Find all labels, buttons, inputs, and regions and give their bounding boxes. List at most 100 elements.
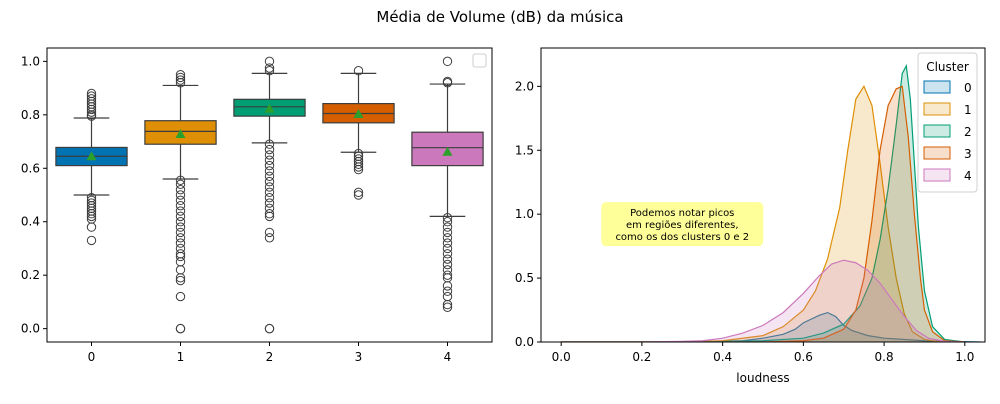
outlier-point: [442, 302, 453, 312]
x-tick-label: 0.2: [632, 350, 651, 364]
outlier-point: [442, 243, 453, 254]
outlier-point: [264, 192, 275, 203]
outlier-point: [442, 299, 453, 310]
legend-title: Cluster: [926, 60, 969, 74]
outlier-point: [353, 162, 364, 172]
kde-curves: [561, 63, 981, 342]
outlier-point: [264, 233, 275, 243]
outlier-point: [442, 286, 453, 296]
y-tick-label: 0.0: [515, 335, 534, 349]
empty-legend: [472, 53, 487, 68]
legend-item-cluster-2: 2: [923, 124, 972, 139]
legend-swatch: [923, 102, 951, 116]
kde-line-cluster-0: [561, 311, 981, 342]
legend-label: 4: [964, 169, 972, 183]
outlier-point: [442, 259, 453, 270]
outlier-point: [442, 238, 453, 248]
mean-marker: [353, 109, 364, 119]
outlier-point: [264, 171, 275, 181]
y-tick-label: 0.8: [21, 108, 40, 122]
outlier-point: [264, 56, 275, 67]
annotation-line: Podemos notar picos: [630, 208, 734, 219]
legend-label: 3: [964, 147, 972, 161]
annotation-box: [601, 202, 764, 247]
outlier-point: [175, 206, 186, 216]
legend-swatch: [923, 80, 951, 94]
outlier-point: [175, 217, 186, 227]
x-tick-label: 1: [177, 350, 185, 364]
y-tick-label: 2.0: [515, 79, 534, 93]
y-tick-label: 0.2: [21, 268, 40, 282]
mean-marker: [264, 103, 275, 113]
outlier-point: [175, 175, 186, 186]
legend: Cluster 0 1 2 3 4: [917, 52, 978, 193]
legend-label: 1: [964, 103, 972, 117]
y-tick-label: 0.6: [21, 161, 40, 175]
outlier-point: [175, 190, 186, 200]
outlier-point: [175, 75, 186, 85]
boxplot-chart: 0.0 0.2 0.4 0.6 0.8 1.0 0 1 2 3 4: [21, 47, 493, 364]
x-tick-label: 3: [355, 350, 363, 364]
outlier-point: [86, 222, 97, 232]
outlier-point: [264, 187, 275, 198]
outlier-point: [442, 213, 453, 223]
legend-frame: [917, 52, 978, 193]
legend-item-cluster-1: 1: [923, 102, 972, 117]
outlier-point: [264, 66, 275, 76]
outlier-point: [442, 291, 453, 302]
outlier-point: [175, 273, 186, 283]
outlier-point: [442, 78, 453, 88]
outlier-point: [442, 233, 453, 243]
mean-marker: [175, 129, 186, 139]
box-cluster-0: [55, 88, 128, 246]
outlier-point: [264, 166, 275, 176]
legend-label: 0: [964, 81, 972, 95]
outlier-point: [264, 150, 275, 160]
kde-area-cluster-4: [561, 260, 965, 342]
x-tick-label: 0: [88, 350, 96, 364]
outlier-point: [175, 265, 186, 275]
kde-area-cluster-2: [561, 65, 965, 342]
box-cluster-4: [411, 56, 484, 312]
outlier-point: [264, 176, 275, 187]
outlier-point: [175, 251, 186, 262]
outlier-point: [353, 187, 364, 198]
outlier-point: [175, 78, 186, 88]
outlier-point: [175, 184, 186, 195]
legend-swatch: [923, 124, 951, 138]
outlier-point: [264, 227, 275, 238]
outlier-point: [442, 222, 453, 232]
legend-swatch: [923, 168, 951, 182]
outlier-point: [264, 182, 275, 192]
outlier-point: [86, 107, 97, 117]
outlier-point: [175, 275, 186, 286]
outlier-point: [264, 198, 275, 208]
legend-item-cluster-3: 3: [923, 146, 972, 161]
y-tick-label: 0.5: [515, 271, 534, 285]
outlier-point: [353, 164, 364, 175]
outlier-point: [86, 111, 97, 121]
outlier-point: [175, 323, 186, 334]
outlier-point: [442, 254, 453, 264]
outlier-point: [442, 249, 453, 259]
x-tick-label: 0.0: [552, 350, 571, 364]
outlier-point: [86, 211, 97, 222]
x-tick-label: 2: [266, 350, 274, 364]
kde-area-cluster-3: [561, 86, 965, 342]
outlier-point: [86, 104, 97, 115]
figure-title: Média de Volume (dB) da música: [376, 8, 623, 26]
outlier-point: [175, 195, 186, 206]
outlier-point: [264, 323, 275, 334]
outlier-point: [353, 66, 364, 76]
box-cluster-3: [322, 66, 395, 200]
x-tick-label: 0.4: [713, 350, 732, 364]
x-tick-label: 1.0: [955, 350, 974, 364]
kde-line-cluster-1: [561, 85, 965, 342]
y-tick-label: 0.4: [21, 215, 40, 229]
outlier-point: [442, 270, 453, 280]
legend-item-cluster-4: 4: [923, 168, 972, 183]
kde-chart: 0.0 0.5 1.0 1.5 2.0 0.0 0.2 0.4 0.6 0.8 1.0 loudnes…: [515, 47, 986, 385]
outlier-point: [442, 56, 453, 67]
